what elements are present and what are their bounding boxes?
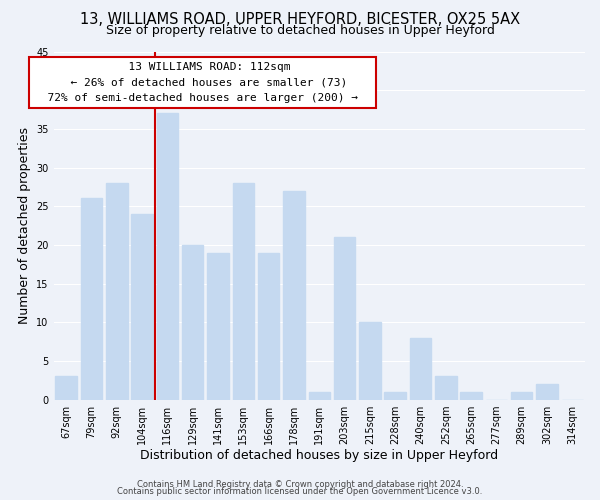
- Bar: [233, 183, 254, 400]
- Bar: [283, 190, 305, 400]
- Bar: [536, 384, 558, 400]
- Bar: [308, 392, 330, 400]
- Bar: [385, 392, 406, 400]
- Text: 13 WILLIAMS ROAD: 112sqm
  ← 26% of detached houses are smaller (73)
  72% of se: 13 WILLIAMS ROAD: 112sqm ← 26% of detach…: [34, 62, 371, 103]
- Bar: [182, 245, 203, 400]
- Bar: [334, 237, 355, 400]
- Text: 13, WILLIAMS ROAD, UPPER HEYFORD, BICESTER, OX25 5AX: 13, WILLIAMS ROAD, UPPER HEYFORD, BICEST…: [80, 12, 520, 28]
- Bar: [55, 376, 77, 400]
- Bar: [258, 252, 280, 400]
- Bar: [359, 322, 380, 400]
- Bar: [207, 252, 229, 400]
- Text: Contains HM Land Registry data © Crown copyright and database right 2024.: Contains HM Land Registry data © Crown c…: [137, 480, 463, 489]
- Bar: [157, 114, 178, 400]
- X-axis label: Distribution of detached houses by size in Upper Heyford: Distribution of detached houses by size …: [140, 450, 499, 462]
- Text: Contains public sector information licensed under the Open Government Licence v3: Contains public sector information licen…: [118, 487, 482, 496]
- Y-axis label: Number of detached properties: Number of detached properties: [17, 127, 31, 324]
- Bar: [410, 338, 431, 400]
- Bar: [106, 183, 128, 400]
- Bar: [81, 198, 102, 400]
- Text: Size of property relative to detached houses in Upper Heyford: Size of property relative to detached ho…: [106, 24, 494, 37]
- Bar: [131, 214, 153, 400]
- Bar: [435, 376, 457, 400]
- Bar: [511, 392, 532, 400]
- Bar: [460, 392, 482, 400]
